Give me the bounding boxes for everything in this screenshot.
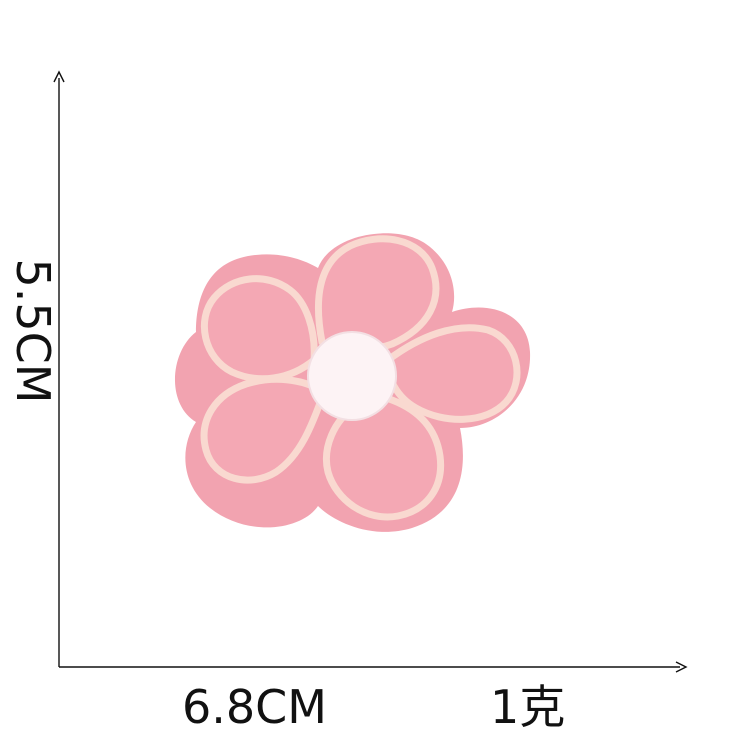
width-label: 6.8CM xyxy=(182,680,327,734)
height-label: 5.5CM xyxy=(6,258,60,404)
weight-label: 1克 xyxy=(490,680,566,734)
height-axis-arrow xyxy=(53,70,65,83)
flower-center-edge xyxy=(307,331,397,421)
flower-center xyxy=(308,332,396,420)
petal-left xyxy=(200,275,318,383)
width-axis-arrow xyxy=(675,661,688,673)
pink-flower-patch-icon xyxy=(174,233,531,532)
petal-right xyxy=(384,324,521,423)
